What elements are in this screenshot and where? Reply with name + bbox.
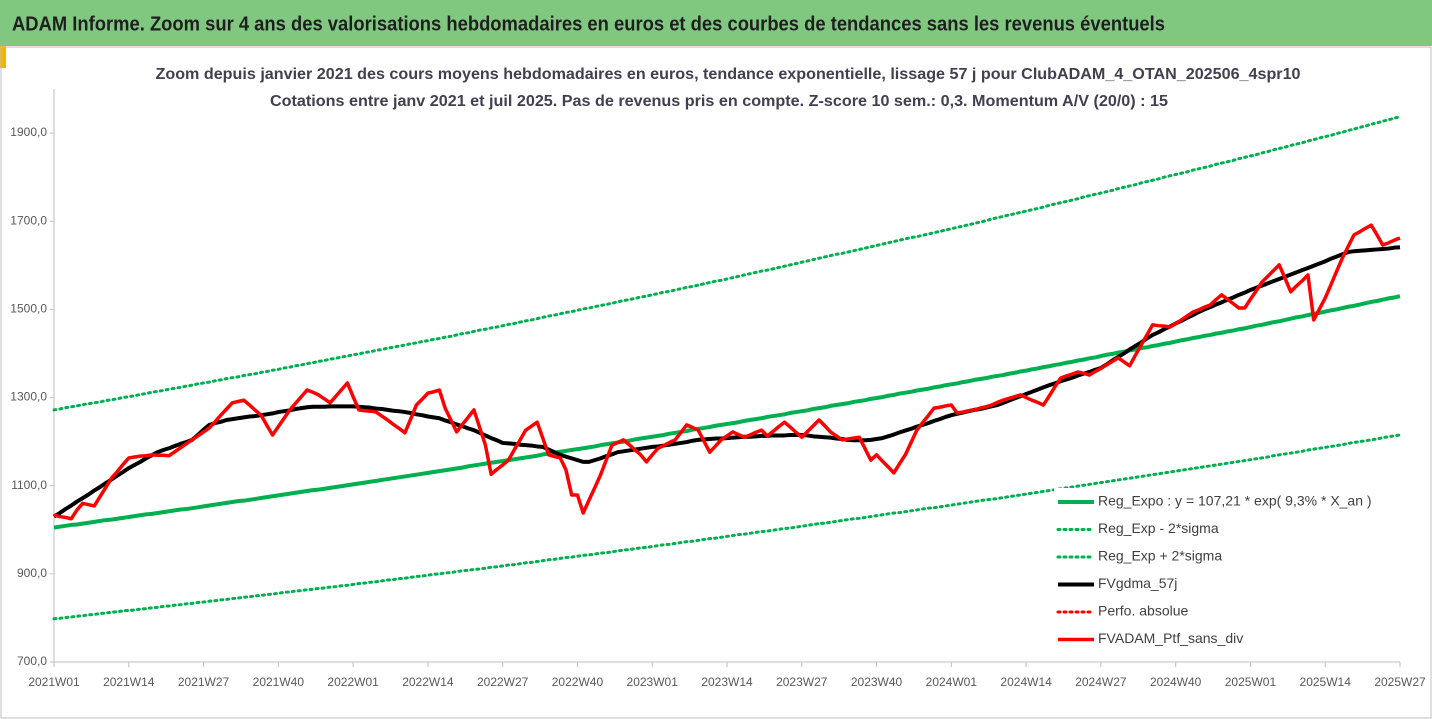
chart-border — [0, 46, 1432, 719]
series-line — [52, 115, 1402, 412]
x-tick-label: 2022W14 — [402, 675, 454, 689]
y-tick-label: 700,0 — [17, 654, 47, 668]
x-tick-label: 2024W40 — [1150, 675, 1202, 689]
y-tick-label: 900,0 — [17, 566, 47, 580]
legend-label: Reg_Expo : y = 107,21 * exp( 9,3% * X_an… — [1098, 493, 1372, 509]
y-tick-label: 1900,0 — [10, 125, 47, 139]
x-tick-label: 2023W14 — [701, 675, 753, 689]
x-tick-label: 2024W14 — [1000, 675, 1052, 689]
x-tick-label: 2024W01 — [926, 675, 978, 689]
plot: 700,0 900,0 1100,0 1300,0 1500,0 1700,0 1900,0… — [10, 89, 1426, 689]
legend-label: FVADAM_Ptf_sans_div — [1098, 630, 1243, 646]
legend: Reg_Expo : y = 107,21 * exp( 9,3% * X_an… — [1054, 488, 1394, 657]
x-tick-label: 2022W01 — [327, 675, 379, 689]
x-tick-label: 2023W40 — [851, 675, 903, 689]
x-tick-label: 2021W14 — [103, 675, 155, 689]
legend-label: Reg_Exp + 2*sigma — [1098, 548, 1222, 564]
accent — [0, 46, 6, 68]
chart-title: Zoom depuis janvier 2021 des cours moyen… — [156, 66, 1301, 83]
x-tick-label: 2024W27 — [1075, 675, 1127, 689]
x-tick-label: 2021W40 — [253, 675, 305, 689]
x-tick-label: 2023W01 — [627, 675, 679, 689]
series-line — [53, 223, 1401, 521]
series-line — [53, 294, 1401, 530]
x-tick-label: 2025W14 — [1300, 675, 1352, 689]
x-tick-label: 2021W01 — [28, 675, 80, 689]
x-tick-label: 2022W40 — [552, 675, 604, 689]
x-tick-label: 2025W27 — [1374, 675, 1426, 689]
x-tick-label: 2025W01 — [1225, 675, 1277, 689]
legend-label: Reg_Exp - 2*sigma — [1098, 520, 1219, 536]
y-tick-label: 1300,0 — [10, 390, 47, 404]
legend-box — [1054, 488, 1394, 657]
y-tick-label: 1500,0 — [10, 302, 47, 316]
x-tick-label: 2022W27 — [477, 675, 529, 689]
header-bar — [0, 0, 1432, 46]
legend-label: Perfo. absolue — [1098, 603, 1188, 619]
legend-label: FVgdma_57j — [1098, 575, 1177, 591]
y-tick-label: 1700,0 — [10, 213, 47, 227]
chart-subtitle: Cotations entre janv 2021 et juil 2025. … — [270, 93, 1168, 110]
series-line — [52, 433, 1402, 621]
x-tick-label: 2021W27 — [178, 675, 230, 689]
y-tick-label: 1100,0 — [11, 478, 47, 492]
header-title: ADAM Informe. Zoom sur 4 ans des valoris… — [12, 13, 1165, 35]
x-tick-label: 2023W27 — [776, 675, 828, 689]
